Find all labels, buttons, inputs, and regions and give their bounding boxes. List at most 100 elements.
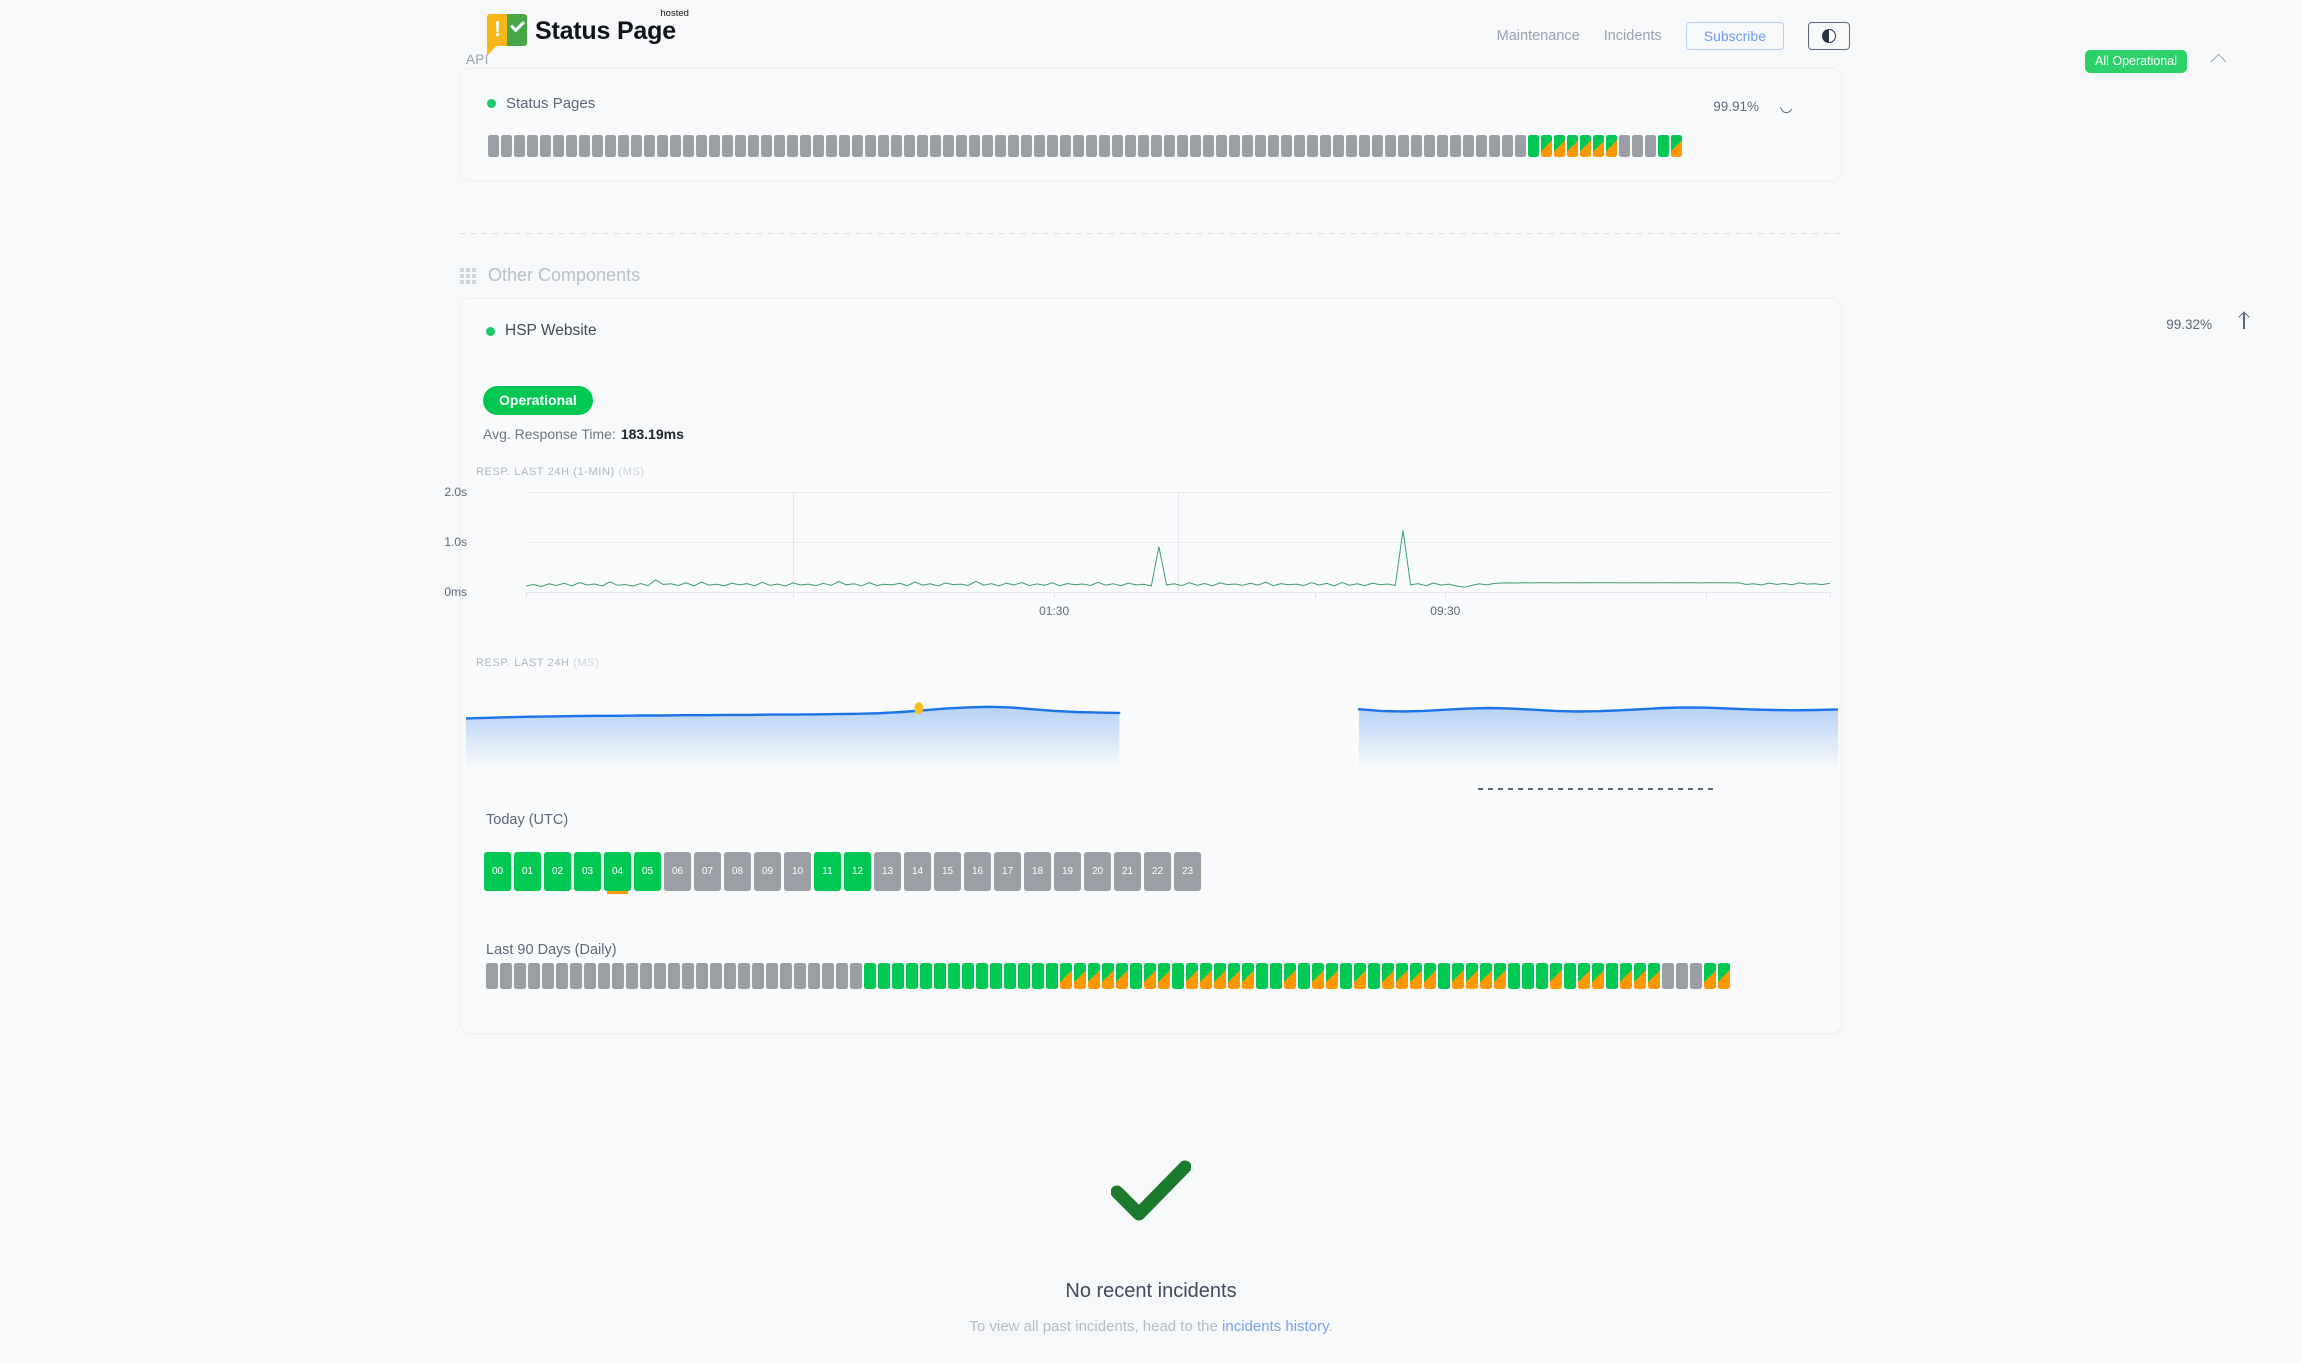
uptime-bar[interactable]: [644, 135, 655, 157]
uptime-bar[interactable]: [1256, 963, 1268, 989]
uptime-bar[interactable]: [584, 963, 596, 989]
uptime-bar[interactable]: [839, 135, 850, 157]
chevron-up-icon[interactable]: [2213, 52, 2227, 66]
uptime-bar[interactable]: [956, 135, 967, 157]
hour-bar-10[interactable]: 10: [784, 852, 811, 891]
uptime-bar[interactable]: [1340, 963, 1352, 989]
uptime-bar[interactable]: [1634, 963, 1646, 989]
uptime-bar[interactable]: [735, 135, 746, 157]
uptime-bar[interactable]: [1268, 135, 1279, 157]
uptime-bar[interactable]: [1541, 135, 1552, 157]
uptime-bar[interactable]: [1452, 963, 1464, 989]
uptime-bar[interactable]: [906, 963, 918, 989]
uptime-bar[interactable]: [528, 963, 540, 989]
uptime-bar[interactable]: [1186, 963, 1198, 989]
uptime-bar[interactable]: [1494, 963, 1506, 989]
uptime-bar[interactable]: [1320, 135, 1331, 157]
uptime-bar[interactable]: [514, 135, 525, 157]
hour-bar-05[interactable]: 05: [634, 852, 661, 891]
uptime-bar[interactable]: [1229, 135, 1240, 157]
nav-link-incidents[interactable]: Incidents: [1603, 28, 1662, 44]
uptime-bar[interactable]: [1463, 135, 1474, 157]
uptime-bar[interactable]: [722, 135, 733, 157]
uptime-bar[interactable]: [934, 963, 946, 989]
uptime-bar[interactable]: [500, 963, 512, 989]
uptime-bar[interactable]: [1086, 135, 1097, 157]
uptime-bar[interactable]: [1502, 135, 1513, 157]
uptime-bar[interactable]: [808, 963, 820, 989]
uptime-bar[interactable]: [878, 963, 890, 989]
uptime-bar[interactable]: [1372, 135, 1383, 157]
uptime-bar[interactable]: [1158, 963, 1170, 989]
uptime-bar[interactable]: [683, 135, 694, 157]
uptime-bar[interactable]: [1410, 963, 1422, 989]
uptime-bar[interactable]: [920, 963, 932, 989]
uptime-bar[interactable]: [1592, 963, 1604, 989]
uptime-bar[interactable]: [1632, 135, 1643, 157]
uptime-bar[interactable]: [631, 135, 642, 157]
uptime-bar[interactable]: [780, 963, 792, 989]
hour-bar-15[interactable]: 15: [934, 852, 961, 891]
uptime-bar[interactable]: [1671, 135, 1682, 157]
uptime-bar[interactable]: [1112, 135, 1123, 157]
uptime-bar[interactable]: [1298, 963, 1310, 989]
uptime-bar[interactable]: [1718, 963, 1730, 989]
hour-bar-08[interactable]: 08: [724, 852, 751, 891]
uptime-bar[interactable]: [962, 963, 974, 989]
uptime-bar[interactable]: [904, 135, 915, 157]
uptime-bar[interactable]: [612, 963, 624, 989]
uptime-bar[interactable]: [1619, 135, 1630, 157]
uptime-bar[interactable]: [1177, 135, 1188, 157]
uptime-bar[interactable]: [748, 135, 759, 157]
hour-bar-18[interactable]: 18: [1024, 852, 1051, 891]
uptime-bar[interactable]: [668, 963, 680, 989]
uptime-bar[interactable]: [982, 135, 993, 157]
uptime-bar[interactable]: [1172, 963, 1184, 989]
hour-bar-13[interactable]: 13: [874, 852, 901, 891]
uptime-bar[interactable]: [1662, 963, 1674, 989]
uptime-bar[interactable]: [1130, 963, 1142, 989]
hour-bar-03[interactable]: 03: [574, 852, 601, 891]
subscribe-button[interactable]: Subscribe: [1685, 22, 1784, 50]
uptime-bar[interactable]: [752, 963, 764, 989]
uptime-bar[interactable]: [1190, 135, 1201, 157]
hour-bar-23[interactable]: 23: [1174, 852, 1201, 891]
uptime-bar[interactable]: [1270, 963, 1282, 989]
uptime-bar[interactable]: [1312, 963, 1324, 989]
uptime-bar[interactable]: [943, 135, 954, 157]
uptime-bar[interactable]: [1255, 135, 1266, 157]
hour-bar-09[interactable]: 09: [754, 852, 781, 891]
uptime-bar[interactable]: [1242, 963, 1254, 989]
theme-toggle-button[interactable]: [1808, 22, 1850, 50]
uptime-bar[interactable]: [1307, 135, 1318, 157]
uptime-bar[interactable]: [1200, 963, 1212, 989]
uptime-bar[interactable]: [1476, 135, 1487, 157]
uptime-bar[interactable]: [1554, 135, 1565, 157]
hour-bar-14[interactable]: 14: [904, 852, 931, 891]
uptime-bar[interactable]: [709, 135, 720, 157]
uptime-bar[interactable]: [917, 135, 928, 157]
uptime-bar[interactable]: [1034, 135, 1045, 157]
uptime-bar[interactable]: [710, 963, 722, 989]
uptime-bar[interactable]: [1060, 135, 1071, 157]
uptime-bar[interactable]: [852, 135, 863, 157]
uptime-bar[interactable]: [1580, 135, 1591, 157]
uptime-bar[interactable]: [1214, 963, 1226, 989]
uptime-bar[interactable]: [1346, 135, 1357, 157]
uptime-bar[interactable]: [1116, 963, 1128, 989]
uptime-bar[interactable]: [514, 963, 526, 989]
uptime-bar[interactable]: [1606, 963, 1618, 989]
uptime-bar[interactable]: [618, 135, 629, 157]
uptime-bar[interactable]: [813, 135, 824, 157]
uptime-bar[interactable]: [682, 963, 694, 989]
uptime-bar[interactable]: [1489, 135, 1500, 157]
uptime-bar[interactable]: [1704, 963, 1716, 989]
uptime-bar[interactable]: [836, 963, 848, 989]
uptime-bar[interactable]: [1528, 135, 1539, 157]
uptime-bar[interactable]: [1466, 963, 1478, 989]
uptime-bar[interactable]: [891, 135, 902, 157]
uptime-bar[interactable]: [1151, 135, 1162, 157]
uptime-bar[interactable]: [696, 963, 708, 989]
uptime-bar[interactable]: [1658, 135, 1669, 157]
hour-bar-17[interactable]: 17: [994, 852, 1021, 891]
